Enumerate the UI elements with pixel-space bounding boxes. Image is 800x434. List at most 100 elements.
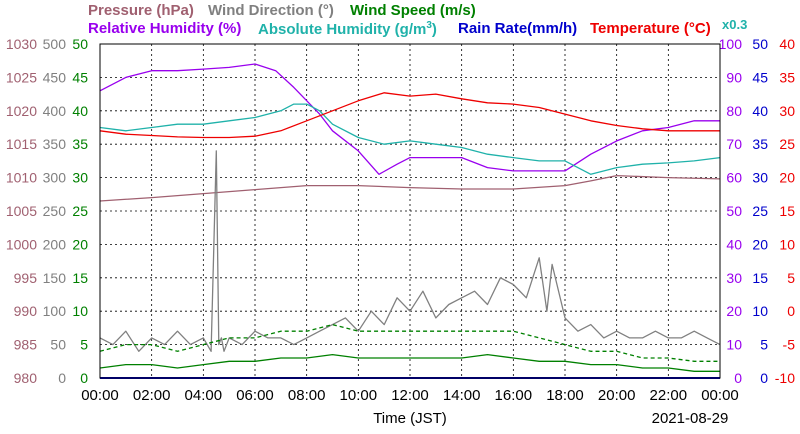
x-tick-label: 22:00 bbox=[650, 387, 688, 404]
wind-speed-tick-label: 40 bbox=[72, 103, 88, 119]
x-tick-label: 00:00 bbox=[701, 387, 739, 404]
rain-rate-tick-label: 15 bbox=[752, 270, 768, 286]
temperature-tick-label: 30 bbox=[779, 103, 795, 119]
x-tick-label: 12:00 bbox=[391, 387, 429, 404]
relative-humidity-tick-label: 0 bbox=[734, 370, 742, 386]
temperature-series bbox=[99, 92, 720, 139]
plot-frame bbox=[99, 43, 721, 379]
wind-direction-tick-label: 150 bbox=[43, 270, 67, 286]
wind-speed-legend: Wind Speed (m/s) bbox=[350, 2, 476, 19]
wind-direction-tick-label: 100 bbox=[43, 303, 67, 319]
rain-rate-tick-label: 40 bbox=[752, 103, 768, 119]
wind-direction-series bbox=[99, 150, 721, 352]
relative-humidity-tick-label: 10 bbox=[726, 337, 742, 353]
pressure-tick-label: 1030 bbox=[6, 36, 37, 52]
temperature-tick-label: 0 bbox=[787, 303, 795, 319]
x-tick-label: 06:00 bbox=[236, 387, 274, 404]
wind-speed-gust-series bbox=[99, 323, 720, 362]
absolute-humidity-series bbox=[99, 103, 721, 175]
temperature-tick-label: 25 bbox=[779, 136, 795, 152]
rain-rate-tick-label: 20 bbox=[752, 236, 768, 252]
temperature-tick-label: 5 bbox=[787, 270, 795, 286]
rain-rate-tick-label: 35 bbox=[752, 136, 768, 152]
relative-humidity-tick-label: 20 bbox=[726, 303, 742, 319]
pressure-tick-label: 985 bbox=[14, 337, 38, 353]
pressure-tick-label: 1010 bbox=[6, 170, 37, 186]
x-tick-label: 14:00 bbox=[443, 387, 481, 404]
rain-rate-legend: Rain Rate(mm/h) bbox=[458, 20, 578, 37]
date-label: 2021-08-29 bbox=[652, 410, 729, 427]
relative-humidity-series bbox=[99, 63, 720, 175]
wind-speed-series bbox=[99, 353, 720, 372]
pressure-tick-label: 1005 bbox=[6, 203, 37, 219]
pressure-tick-label: 995 bbox=[14, 270, 38, 286]
temperature-tick-label: 10 bbox=[779, 236, 795, 252]
axis-tick-labels: 9809859909951000100510101015102010251030… bbox=[6, 36, 795, 404]
relative-humidity-tick-label: 60 bbox=[726, 170, 742, 186]
relative-humidity-tick-label: 90 bbox=[726, 69, 742, 85]
rain-rate-tick-label: 45 bbox=[752, 69, 768, 85]
relative-humidity-tick-label: 100 bbox=[719, 36, 743, 52]
wind-direction-tick-label: 200 bbox=[43, 236, 67, 252]
wind-direction-tick-label: 50 bbox=[50, 337, 66, 353]
wind-direction-tick-label: 400 bbox=[43, 103, 67, 119]
rain-factor-label: x0.3 bbox=[722, 17, 748, 32]
relative-humidity-tick-label: 30 bbox=[726, 270, 742, 286]
pressure-tick-label: 980 bbox=[14, 370, 38, 386]
chart-grid bbox=[100, 44, 720, 378]
pressure-legend: Pressure (hPa) bbox=[88, 2, 194, 19]
wind-speed-tick-label: 15 bbox=[72, 270, 88, 286]
rain-rate-tick-label: 10 bbox=[752, 303, 768, 319]
wind-speed-tick-label: 5 bbox=[80, 337, 88, 353]
wind-direction-tick-label: 350 bbox=[43, 136, 67, 152]
x-axis-title: Time (JST) bbox=[373, 410, 447, 427]
temperature-tick-label: 20 bbox=[779, 170, 795, 186]
x-tick-label: 02:00 bbox=[133, 387, 171, 404]
relative-humidity-legend: Relative Humidity (%) bbox=[88, 20, 242, 37]
wind-speed-tick-label: 50 bbox=[72, 36, 88, 52]
wind-speed-tick-label: 20 bbox=[72, 236, 88, 252]
wind-speed-tick-label: 45 bbox=[72, 69, 88, 85]
pressure-series bbox=[99, 174, 721, 202]
wind-direction-tick-label: 250 bbox=[43, 203, 67, 219]
x-tick-label: 20:00 bbox=[598, 387, 636, 404]
rain-rate-tick-label: 50 bbox=[752, 36, 768, 52]
temperature-tick-label: -5 bbox=[783, 337, 796, 353]
x-tick-label: 00:00 bbox=[81, 387, 119, 404]
rain-rate-tick-label: 5 bbox=[760, 337, 768, 353]
pressure-tick-label: 990 bbox=[14, 303, 38, 319]
pressure-tick-label: 1025 bbox=[6, 69, 37, 85]
relative-humidity-tick-label: 50 bbox=[726, 203, 742, 219]
wind-speed-tick-label: 10 bbox=[72, 303, 88, 319]
wind-speed-tick-label: 0 bbox=[80, 370, 88, 386]
wind-direction-legend: Wind Direction (°) bbox=[208, 2, 334, 19]
wind-direction-tick-label: 450 bbox=[43, 69, 67, 85]
x-tick-label: 16:00 bbox=[495, 387, 533, 404]
wind-direction-tick-label: 500 bbox=[43, 36, 67, 52]
wind-speed-tick-label: 30 bbox=[72, 170, 88, 186]
temperature-legend: Temperature (°C) bbox=[590, 20, 711, 37]
x-tick-label: 10:00 bbox=[340, 387, 378, 404]
rain-rate-tick-label: 30 bbox=[752, 170, 768, 186]
x-tick-label: 18:00 bbox=[546, 387, 584, 404]
x-tick-label: 04:00 bbox=[185, 387, 223, 404]
absolute-humidity-legend: Absolute Humidity (g/m3) bbox=[258, 20, 437, 38]
pressure-tick-label: 1020 bbox=[6, 103, 37, 119]
temperature-tick-label: 35 bbox=[779, 69, 795, 85]
x-tick-label: 08:00 bbox=[288, 387, 326, 404]
wind-speed-tick-label: 35 bbox=[72, 136, 88, 152]
temperature-tick-label: 40 bbox=[779, 36, 795, 52]
rain-rate-tick-label: 0 bbox=[760, 370, 768, 386]
relative-humidity-tick-label: 70 bbox=[726, 136, 742, 152]
wind-speed-tick-label: 25 bbox=[72, 203, 88, 219]
pressure-tick-label: 1000 bbox=[6, 236, 37, 252]
relative-humidity-tick-label: 80 bbox=[726, 103, 742, 119]
temperature-tick-label: -10 bbox=[775, 370, 795, 386]
pressure-tick-label: 1015 bbox=[6, 136, 37, 152]
temperature-tick-label: 15 bbox=[779, 203, 795, 219]
rain-rate-tick-label: 25 bbox=[752, 203, 768, 219]
relative-humidity-tick-label: 40 bbox=[726, 236, 742, 252]
wind-direction-tick-label: 0 bbox=[58, 370, 66, 386]
wind-direction-tick-label: 300 bbox=[43, 170, 67, 186]
